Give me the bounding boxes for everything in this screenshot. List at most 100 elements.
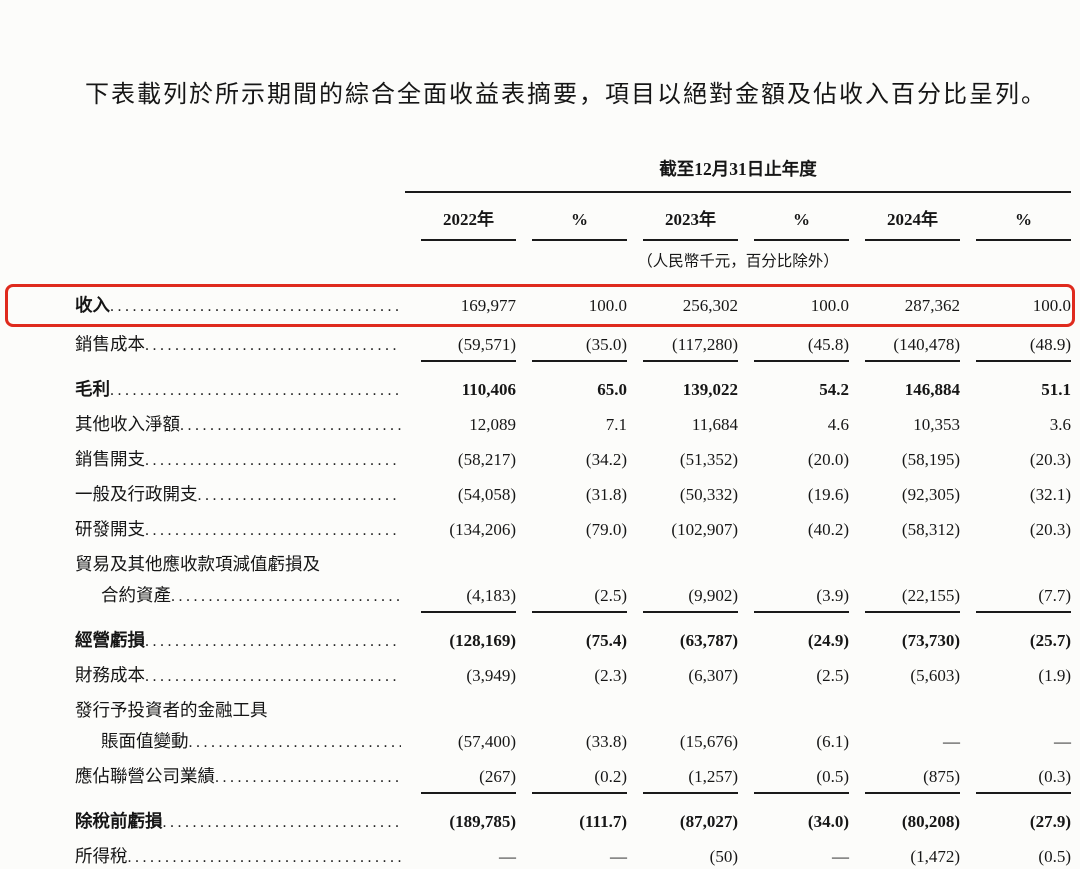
- value-cell-2022: 169,977: [460, 295, 516, 315]
- value-cell-pct-2024: 100.0: [1032, 295, 1071, 315]
- column-header-2024: 2024年: [865, 193, 960, 241]
- value-cell-pct-2023: (19.6): [807, 484, 849, 504]
- value-cell-pct-2023: (24.9): [807, 630, 849, 650]
- value-cell-2022: [421, 713, 516, 716]
- row-label: 銷售開支: [75, 447, 405, 471]
- value-cell-2023: 11,684: [691, 414, 738, 434]
- row-label-text: 研發開支: [75, 518, 145, 539]
- income-statement-table: 截至12月31日止年度 2022年 % 2023年 % 2024年 % （人民幣…: [5, 156, 1075, 869]
- value-cell-2022: —: [421, 845, 516, 869]
- value-cell-pct-2024: 3.6: [1049, 414, 1071, 434]
- value-cell-2022: 110,406: [461, 379, 516, 399]
- dot-leader: [163, 814, 402, 832]
- row-label-text: 毛利: [75, 378, 110, 399]
- dot-leader: [145, 337, 401, 355]
- value-cell-2022: (3,949): [466, 665, 516, 685]
- period-header: 截至12月31日止年度: [405, 156, 1071, 193]
- table-row: 財務成本 (3,949) (2.3) (6,307) (2.5) (5,603)…: [75, 659, 1071, 694]
- value-cell-2023: (50): [643, 845, 738, 869]
- value-cell-2023: (117,280): [643, 333, 738, 362]
- dot-leader: [110, 382, 401, 400]
- value-cell-pct-2022: —: [532, 845, 627, 869]
- value-cell-2024: (92,305): [901, 484, 960, 504]
- row-label-text: 財務成本: [75, 664, 145, 685]
- row-label: 研發開支: [75, 517, 405, 541]
- row-label-text: 賬面值變動: [101, 730, 189, 751]
- table-row: 銷售成本 (59,571) (35.0) (117,280) (45.8) (1…: [75, 328, 1071, 365]
- table-row: 其他收入淨額 12,089 7.1 11,684 4.6 10,353 3.6: [75, 408, 1071, 443]
- row-label-text: 銷售開支: [75, 448, 145, 469]
- value-cell-2024: [865, 713, 960, 716]
- value-cell-2022: (58,217): [457, 449, 516, 469]
- value-cell-2023: (6,307): [688, 665, 738, 685]
- value-cell-2024: (58,312): [901, 519, 960, 539]
- value-cell-2023: (63,787): [679, 630, 738, 650]
- value-cell-2024: (73,730): [901, 630, 960, 650]
- row-label-text: 除稅前虧損: [75, 810, 163, 831]
- dot-leader: [145, 452, 401, 470]
- row-label: 銷售成本: [75, 332, 405, 356]
- row-label: 發行予投資者的金融工具: [75, 698, 405, 722]
- value-cell-pct-2022: (2.5): [532, 584, 627, 613]
- value-cell-pct-2024: (0.5): [976, 845, 1071, 869]
- value-cell-pct-2022: [532, 713, 627, 716]
- value-cell-pct-2023: (45.8): [754, 333, 849, 362]
- dot-leader: [110, 298, 401, 316]
- value-cell-pct-2024: 51.1: [1041, 379, 1071, 399]
- value-cell-pct-2024: —: [1054, 731, 1071, 751]
- value-cell-pct-2022: (33.8): [585, 731, 627, 751]
- table-row: 收入 169,977 100.0 256,302 100.0 287,362 1…: [5, 284, 1075, 327]
- dot-leader: [145, 668, 401, 686]
- value-cell-pct-2022: (34.2): [585, 449, 627, 469]
- row-label-text: 發行予投資者的金融工具: [75, 699, 268, 720]
- value-cell-2024: —: [943, 731, 960, 751]
- value-cell-pct-2022: (31.8): [585, 484, 627, 504]
- value-cell-pct-2022: (2.3): [594, 665, 627, 685]
- row-label-text: 銷售成本: [75, 333, 145, 354]
- column-header-row: 2022年 % 2023年 % 2024年 %: [75, 193, 1071, 241]
- value-cell-pct-2024: (7.7): [976, 584, 1071, 613]
- table-row: 銷售開支 (58,217) (34.2) (51,352) (20.0) (58…: [75, 443, 1071, 478]
- value-cell-2023: (51,352): [679, 449, 738, 469]
- value-cell-2024: (140,478): [865, 333, 960, 362]
- value-cell-pct-2022: (75.4): [585, 630, 627, 650]
- value-cell-2023: (102,907): [671, 519, 738, 539]
- value-cell-pct-2022: (0.2): [532, 765, 627, 794]
- row-label-text: 經營虧損: [75, 629, 145, 650]
- value-cell-2022: (267): [421, 765, 516, 794]
- column-header-pct-2022: %: [532, 198, 627, 241]
- dot-leader: [145, 522, 401, 540]
- row-label: 經營虧損: [75, 628, 405, 652]
- table-row: 賬面值變動 (57,400) (33.8) (15,676) (6.1) — —: [75, 725, 1071, 760]
- value-cell-pct-2022: (111.7): [579, 811, 627, 831]
- value-cell-pct-2023: [754, 713, 849, 716]
- table-row: 毛利 110,406 65.0 139,022 54.2 146,884 51.…: [75, 373, 1071, 408]
- value-cell-pct-2024: (20.3): [1029, 449, 1071, 469]
- row-label: 合約資產: [75, 583, 405, 607]
- value-cell-pct-2023: (0.5): [754, 765, 849, 794]
- row-label: 收入: [75, 293, 405, 317]
- column-header-pct-2024: %: [976, 198, 1071, 241]
- value-cell-pct-2024: (32.1): [1029, 484, 1071, 504]
- value-cell-2023: 256,302: [682, 295, 738, 315]
- table-body: 收入 169,977 100.0 256,302 100.0 287,362 1…: [5, 284, 1075, 869]
- row-label: 一般及行政開支: [75, 482, 405, 506]
- row-label-text: 應佔聯營公司業績: [75, 765, 215, 786]
- value-cell-pct-2022: (79.0): [585, 519, 627, 539]
- value-cell-2022: (59,571): [421, 333, 516, 362]
- value-cell-pct-2024: [976, 567, 1071, 570]
- row-label-text: 一般及行政開支: [75, 483, 198, 504]
- row-label-text: 合約資產: [101, 584, 171, 605]
- table-row: 貿易及其他應收款項減值虧損及: [75, 548, 1071, 579]
- value-cell-2023: 139,022: [682, 379, 738, 399]
- value-cell-2023: (9,902): [643, 584, 738, 613]
- value-cell-pct-2024: (25.7): [1029, 630, 1071, 650]
- value-cell-pct-2022: [532, 567, 627, 570]
- row-label: 除稅前虧損: [75, 809, 405, 833]
- row-label: 其他收入淨額: [75, 412, 405, 436]
- value-cell-pct-2023: (20.0): [807, 449, 849, 469]
- unit-note: （人民幣千元，百分比除外）: [637, 253, 839, 270]
- value-cell-2024: [865, 567, 960, 570]
- value-cell-2024: 287,362: [904, 295, 960, 315]
